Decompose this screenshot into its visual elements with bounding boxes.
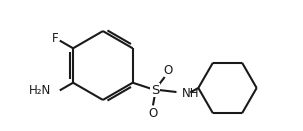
Text: O: O	[148, 107, 158, 120]
Text: NH: NH	[182, 87, 199, 100]
Text: F: F	[52, 32, 58, 45]
Text: H₂N: H₂N	[28, 84, 51, 97]
Text: S: S	[151, 83, 159, 97]
Text: O: O	[163, 64, 173, 77]
